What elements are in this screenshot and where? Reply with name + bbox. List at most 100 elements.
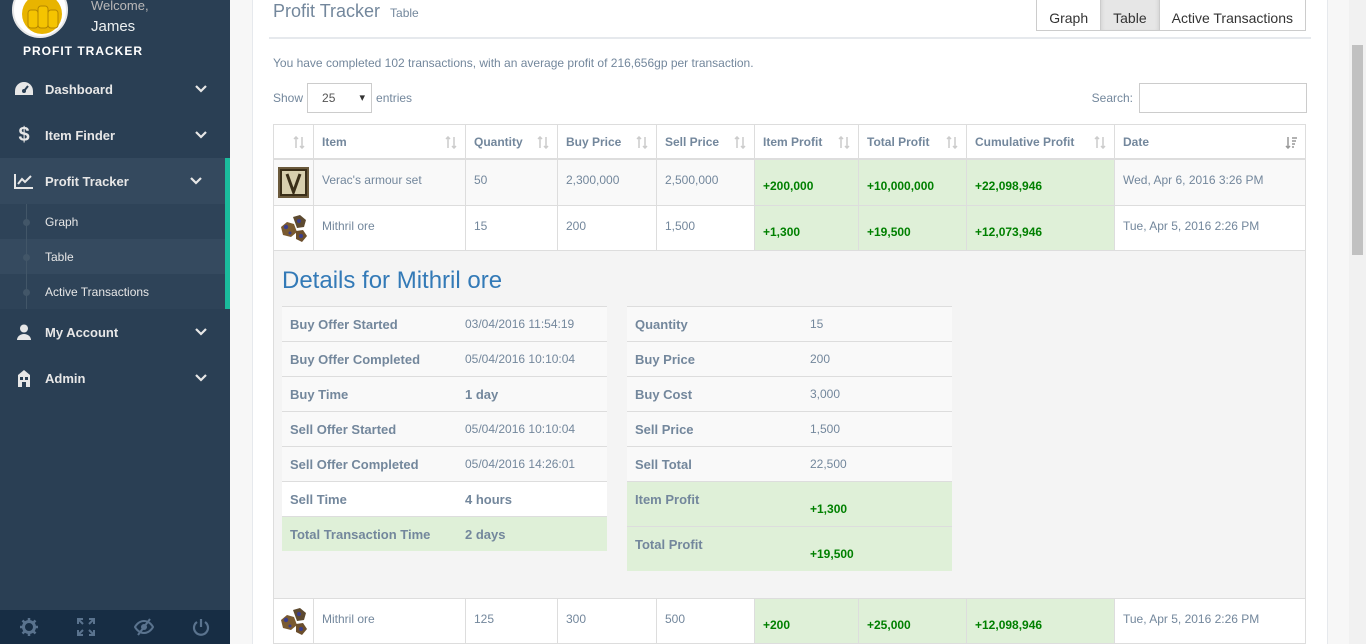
active-transactions-button[interactable]: Active Transactions bbox=[1158, 0, 1306, 31]
details-title: Details for Mithril ore bbox=[282, 267, 503, 294]
detail-row: Sell Offer Completed 05/04/2016 14:26:01 bbox=[282, 446, 607, 481]
details-price-table: Quantity 15 Buy Price 200 Buy Cost 3,000 Se… bbox=[627, 306, 952, 571]
submenu-table[interactable]: Table bbox=[0, 239, 225, 274]
col-quantity-header[interactable]: Quantity bbox=[466, 124, 558, 160]
lock-screen-button[interactable] bbox=[115, 610, 173, 644]
table-header: Item Quantity Buy Price Sell Price Item … bbox=[273, 124, 1306, 160]
menu-label: Admin bbox=[45, 370, 86, 386]
col-item-header[interactable]: Item bbox=[314, 124, 466, 160]
item-name-cell: Verac's armour set bbox=[314, 160, 466, 206]
detail-value: 1,500 bbox=[810, 422, 841, 436]
quantity-cell: 15 bbox=[466, 206, 558, 251]
detail-key: Sell Price bbox=[635, 422, 694, 437]
col-label: Date bbox=[1123, 135, 1150, 149]
chevron-down-icon bbox=[195, 328, 207, 336]
menu-dashboard[interactable]: Dashboard bbox=[0, 66, 230, 112]
profit-tracker-panel: Profit Tracker Table Graph Table Active T… bbox=[252, 0, 1328, 644]
table-view-button[interactable]: Table bbox=[1100, 0, 1160, 31]
menu-label: Dashboard bbox=[45, 81, 113, 97]
search-input[interactable] bbox=[1139, 83, 1307, 113]
detail-key: Total Profit bbox=[635, 537, 703, 552]
dashboard-icon bbox=[14, 79, 34, 99]
detail-key: Sell Total bbox=[635, 457, 692, 472]
col-label: Quantity bbox=[474, 135, 523, 149]
detail-key: Buy Price bbox=[635, 352, 695, 367]
col-label: Cumulative Profit bbox=[975, 135, 1075, 149]
buy-price-cell: 300 bbox=[558, 599, 657, 644]
detail-row: Sell Offer Started 05/04/2016 10:10:04 bbox=[282, 411, 607, 446]
detail-row: Buy Time 1 day bbox=[282, 376, 607, 411]
table-row[interactable]: Mithril ore 125 300 500 +200 +25,000 +12… bbox=[273, 599, 1306, 644]
detail-key: Sell Offer Started bbox=[290, 422, 397, 437]
mithril-ore-icon bbox=[281, 608, 307, 635]
detail-value: +1,300 bbox=[810, 502, 848, 516]
col-date-header[interactable]: Date bbox=[1115, 124, 1306, 160]
detail-value: 2 days bbox=[465, 527, 506, 542]
col-total-profit-header[interactable]: Total Profit bbox=[859, 124, 967, 160]
menu-item-finder[interactable]: $ Item Finder bbox=[0, 112, 230, 158]
quantity-cell: 125 bbox=[466, 599, 558, 644]
chevron-down-icon bbox=[195, 85, 207, 93]
item-image-cell bbox=[273, 599, 314, 644]
col-label: Total Profit bbox=[867, 135, 930, 149]
total-profit-cell: +19,500 bbox=[859, 206, 967, 251]
dollar-icon: $ bbox=[18, 123, 30, 146]
transaction-details: Details for Mithril ore Buy Offer Starte… bbox=[273, 251, 1306, 599]
fullscreen-icon bbox=[77, 618, 96, 636]
sort-icon bbox=[734, 136, 746, 149]
col-label: Item Profit bbox=[763, 135, 823, 149]
col-image-header[interactable] bbox=[273, 124, 314, 160]
page-subtitle: Table bbox=[390, 6, 419, 20]
detail-value: 15 bbox=[810, 317, 824, 331]
fullscreen-button[interactable] bbox=[58, 610, 116, 644]
menu-profit-tracker[interactable]: Profit Tracker bbox=[0, 158, 230, 204]
menu-my-account[interactable]: My Account bbox=[0, 309, 230, 355]
col-label: Item bbox=[322, 135, 347, 149]
col-sell-price-header[interactable]: Sell Price bbox=[657, 124, 755, 160]
entries-select[interactable]: 25 bbox=[307, 83, 373, 113]
menu-label: Item Finder bbox=[45, 127, 116, 143]
search-label: Search: bbox=[1091, 91, 1133, 105]
table-row[interactable]: Mithril ore 15 200 1,500 +1,300 +19,500 … bbox=[273, 206, 1306, 251]
date-cell: Tue, Apr 5, 2016 2:26 PM bbox=[1115, 599, 1306, 644]
detail-row: Sell Price 1,500 bbox=[627, 411, 952, 446]
detail-value: 4 hours bbox=[465, 492, 512, 507]
detail-key: Buy Offer Completed bbox=[290, 352, 421, 367]
col-cumulative-profit-header[interactable]: Cumulative Profit bbox=[967, 124, 1115, 160]
cumulative-profit-cell: +22,098,946 bbox=[967, 160, 1115, 206]
col-item-profit-header[interactable]: Item Profit bbox=[755, 124, 859, 160]
item-name-cell: Mithril ore bbox=[314, 206, 466, 251]
profit-tracker-submenu: Graph Table Active Transactions bbox=[0, 204, 230, 309]
detail-value: 03/04/2016 11:54:19 bbox=[465, 317, 575, 331]
detail-value: 1 day bbox=[465, 387, 499, 402]
detail-value: +19,500 bbox=[810, 547, 854, 561]
menu-admin[interactable]: Admin bbox=[0, 355, 230, 401]
sell-price-cell: 500 bbox=[657, 599, 755, 644]
detail-key: Quantity bbox=[635, 317, 688, 332]
submenu-graph[interactable]: Graph bbox=[0, 204, 225, 239]
logout-button[interactable] bbox=[173, 610, 231, 644]
submenu-active-transactions[interactable]: Active Transactions bbox=[0, 274, 225, 309]
eye-slash-icon bbox=[133, 618, 154, 636]
table-row[interactable]: Verac's armour set 50 2,300,000 2,500,00… bbox=[273, 160, 1306, 206]
item-profit-cell: +200 bbox=[755, 599, 859, 644]
date-cell: Tue, Apr 5, 2016 2:26 PM bbox=[1115, 206, 1306, 251]
menu-label: My Account bbox=[45, 324, 119, 340]
power-icon bbox=[193, 619, 210, 636]
detail-value: 22,500 bbox=[810, 457, 847, 471]
scrollbar-thumb[interactable] bbox=[1352, 45, 1363, 255]
detail-row: Sell Total 22,500 bbox=[627, 446, 952, 481]
detail-value: 3,000 bbox=[810, 387, 841, 401]
settings-button[interactable] bbox=[0, 610, 58, 644]
sell-price-cell: 2,500,000 bbox=[657, 160, 755, 206]
col-buy-price-header[interactable]: Buy Price bbox=[558, 124, 657, 160]
transactions-summary: You have completed 102 transactions, wit… bbox=[273, 56, 754, 70]
col-label: Sell Price bbox=[665, 135, 720, 149]
graph-view-button[interactable]: Graph bbox=[1036, 0, 1102, 31]
item-profit-cell: +1,300 bbox=[755, 206, 859, 251]
chevron-down-icon bbox=[195, 131, 207, 139]
detail-value: 05/04/2016 14:26:01 bbox=[465, 457, 576, 471]
sort-icon bbox=[838, 136, 850, 149]
scrollbar[interactable] bbox=[1349, 0, 1366, 644]
detail-key: Buy Time bbox=[290, 387, 349, 402]
